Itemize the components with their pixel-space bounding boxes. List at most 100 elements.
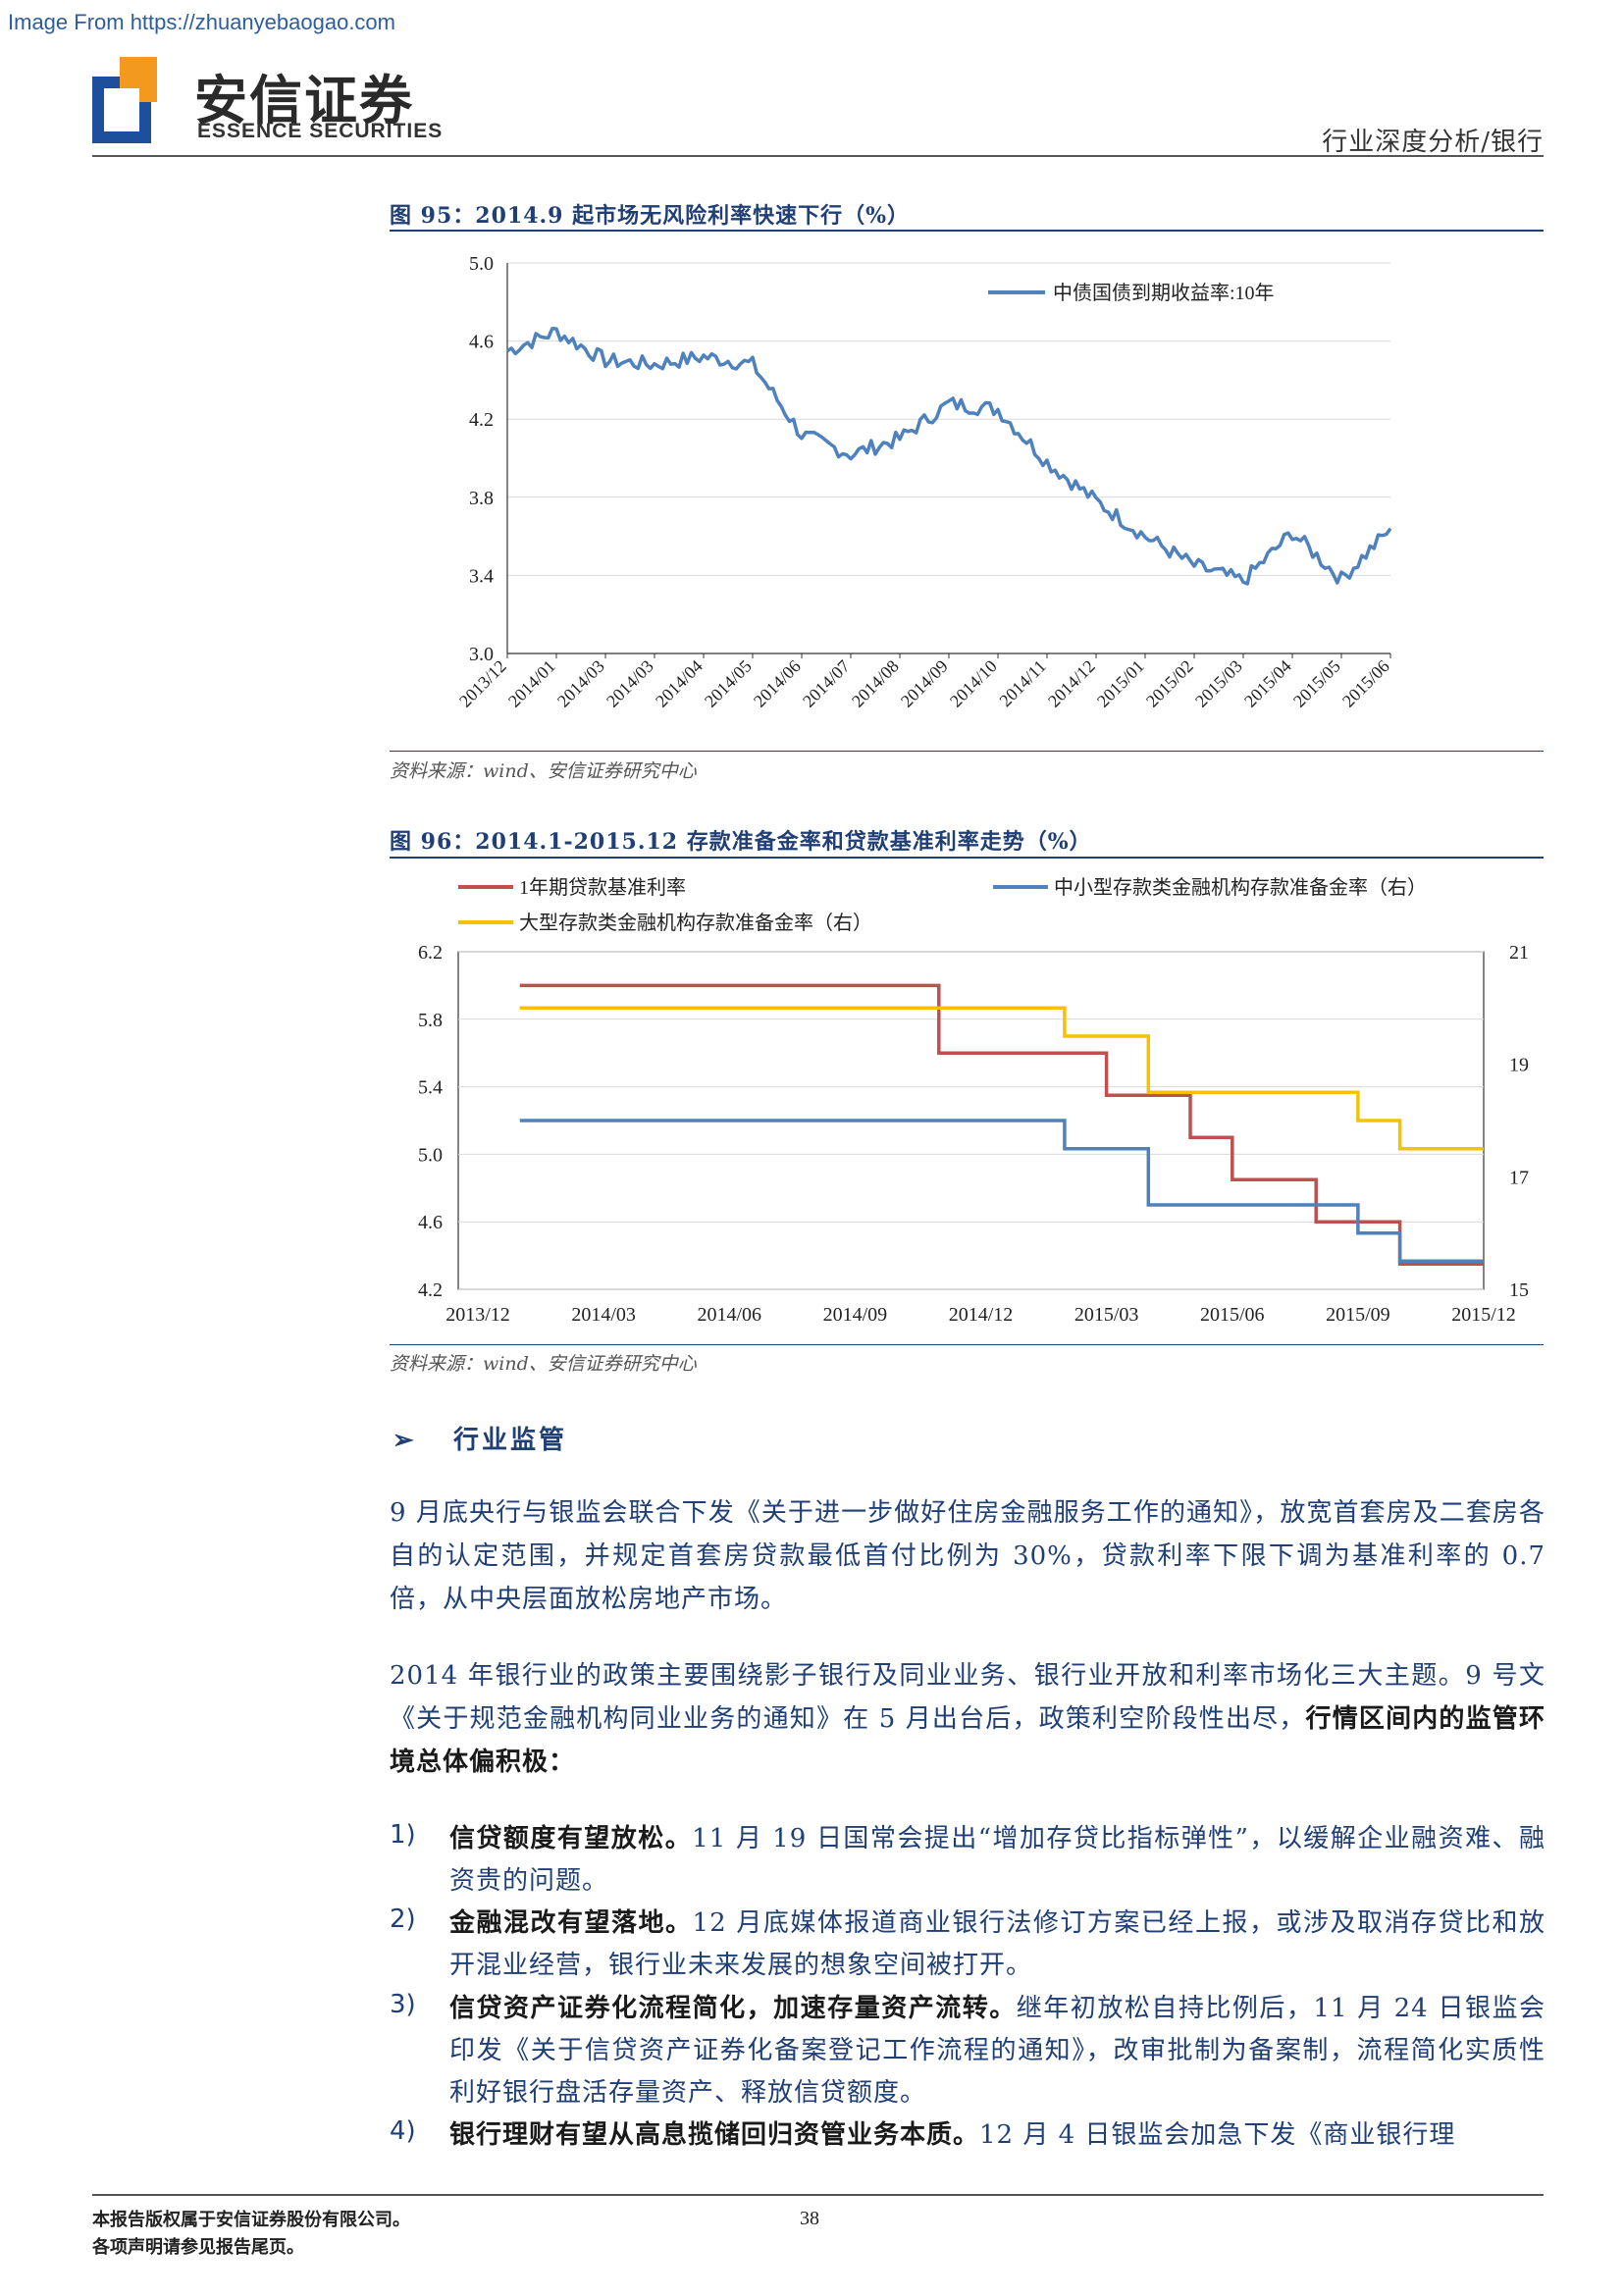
fig95-x-tick-label: 2014/07 [799,656,854,711]
list-item-1-bold: 信贷额度有望放松。 [449,1824,693,1853]
logo-cn-text: 安信证券 [194,70,414,131]
fig96-title-rule [390,857,1544,859]
fig96-x-tick-label: 2014/03 [571,1304,636,1326]
list-item-4-text: 12 月 4 日银监会加急下发《商业银行理 [979,2120,1456,2150]
fig95-legend-label: 中债国债到期收益率:10年 [1053,282,1275,304]
fig95-y-ticks: 5.0 4.6 4.2 3.8 3.4 3.0 [469,253,494,665]
fig95-x-tick-label: 2014/08 [848,656,903,711]
fig95-x-tick-label: 2015/01 [1093,656,1148,711]
fig96-x-tick-label: 2014/12 [949,1304,1014,1326]
fig96-series-line-3 [519,1006,1484,1151]
fig96-source: 资料来源：wind、安信证券研究中心 [390,1353,697,1375]
list-item-2: 金融混改有望落地。12 月底媒体报道商业银行法修订方案已经上报，或涉及取消存贷比… [449,1903,1545,1987]
fig96-y-left-tick-label: 4.2 [418,1279,443,1301]
fig95-bottom-rule [390,751,1544,752]
fig96-legend-label-1: 1年期贷款基准利率 [519,876,686,899]
list-item-3-num: 3) [390,1990,416,2019]
list-item-3-bold: 信贷资产证券化流程简化，加速存量资产流转。 [449,1994,1017,2023]
fig95-x-tick-label: 2014/06 [750,656,805,711]
fig96-y-right-tick-label: 17 [1509,1167,1529,1188]
footer-divider [92,2194,1544,2196]
section-heading: ➢ 行业监管 [393,1420,567,1456]
fig96-x-ticks: 2013/12 2014/03 2014/06 2014/09 2014/12 2015/… [445,1304,1516,1326]
fig95-x-tick-label: 2014/03 [553,656,608,711]
list-item-2-text: 12 月底媒体报道商业银行法修订方案已经上报，或涉及取消存贷比和放开混业经营，银… [449,1908,1545,1980]
watermark-url[interactable]: Image From https://zhuanyebaogao.com [8,10,395,34]
fig96-series [519,983,1484,1266]
fig95-y-tick-label: 3.8 [469,488,494,509]
paragraph-2-text: 2014 年银行业的政策主要围绕影子银行及同业业务、银行业开放和利率市场化三大主… [390,1661,1545,1734]
fig96-legend: 1年期贷款基准利率 中小型存款类金融机构存款准备金率（右） 大型存款类金融机构存款准… [458,876,1427,934]
fig95-legend: 中债国债到期收益率:10年 [988,282,1275,304]
report-category: 行业深度分析/银行 [1322,128,1544,157]
list-item-3-text: 继年初放松自持比例后，11 月 24 日银监会印发《关于信贷资产证券化备案登记工… [449,1994,1545,2108]
fig96-title: 图 96：2014.1-2015.12 存款准备金率和贷款基准利率走势（%） [390,829,1092,855]
fig95-x-tick-label: 2014/10 [946,656,1001,711]
list-item-1-num: 1) [390,1820,416,1850]
essence-logo-icon [92,57,157,143]
fig96-y-left-ticks: 6.2 5.8 5.4 5.0 4.6 4.2 [418,942,443,1301]
fig95-y-tick-label: 4.6 [469,332,494,353]
fig96-y-right-ticks: 21 19 17 15 [1509,942,1529,1301]
footer-disclaimer: 各项声明请参见报告尾页。 [92,2237,304,2258]
fig96-y-right-tick-label: 19 [1509,1055,1529,1076]
header-divider [92,155,1544,157]
fig96-y-right-tick-label: 21 [1509,942,1529,964]
fig96-y-left-tick-label: 5.8 [418,1010,443,1031]
fig96-series-line-2 [519,1119,1484,1264]
list-item-3: 信贷资产证券化流程简化，加速存量资产流转。继年初放松自持比例后，11 月 24 … [449,1988,1545,2114]
fig95-x-tick-label: 2015/05 [1289,656,1344,711]
fig96-legend-label-3: 大型存款类金融机构存款准备金率（右） [519,912,872,934]
fig96-legend-label-2: 中小型存款类金融机构存款准备金率（右） [1054,876,1427,899]
fig96-bottom-rule [390,1344,1544,1345]
fig95-x-tick-label: 2014/01 [504,656,559,711]
page-number: 38 [800,2208,819,2229]
footer-copyright: 本报告版权属于安信证券股份有限公司。 [92,2210,410,2230]
fig96-series-line-1 [519,983,1484,1266]
fig95-y-tick-label: 3.0 [469,644,494,665]
fig96-chart: 1年期贷款基准利率 中小型存款类金融机构存款准备金率（右） 大型存款类金融机构存款准… [418,876,1529,1326]
list-item-4-bold: 银行理财有望从高息揽储回归资管业务本质。 [449,2120,980,2150]
section-heading-text: 行业监管 [453,1426,568,1455]
fig96-x-tick-label: 2014/09 [823,1304,888,1326]
fig95-series-line [506,327,1392,586]
fig95-x-tick-label: 2015/02 [1142,656,1197,711]
fig96-x-tick-label: 2015/09 [1326,1304,1390,1326]
fig96-y-left-tick-label: 5.4 [418,1077,443,1099]
fig95-x-tick-label: 2015/04 [1240,656,1295,711]
fig95-y-tick-label: 5.0 [469,253,494,275]
fig95-x-tick-label: 2014/05 [701,656,756,711]
fig96-x-tick-label: 2015/03 [1074,1304,1139,1326]
list-item-2-num: 2) [390,1905,416,1934]
fig95-y-tick-label: 3.4 [469,565,494,587]
fig95-x-tick-label: 2014/03 [602,656,657,711]
fig95-x-tick-label: 2014/04 [652,656,707,711]
arrow-bullet-icon: ➢ [393,1426,414,1455]
fig95-source: 资料来源：wind、安信证券研究中心 [390,760,697,782]
fig95-x-tick-label: 2015/03 [1191,656,1246,711]
fig95-x-ticks: 2013/122014/012014/032014/032014/042014/… [455,653,1393,711]
fig96-y-left-tick-label: 4.6 [418,1212,443,1233]
fig96-x-tick-label: 2013/12 [445,1304,510,1326]
fig96-x-tick-label: 2014/06 [697,1304,761,1326]
fig95-x-tick-label: 2014/11 [995,656,1049,710]
fig96-x-tick-label: 2015/06 [1200,1304,1265,1326]
list-item-2-bold: 金融混改有望落地。 [449,1908,693,1938]
fig95-title: 图 95：2014.9 起市场无风险利率快速下行（%） [390,203,911,229]
paragraph-1: 9 月底央行与银监会联合下发《关于进一步做好住房金融服务工作的通知》，放宽首套房… [390,1498,1545,1614]
fig95-y-tick-label: 4.2 [469,409,494,431]
list-item-4-num: 4) [390,2116,416,2146]
list-item-1: 信贷额度有望放松。11 月 19 日国常会提出“增加存贷比指标弹性”，以缓解企业… [449,1818,1545,1903]
fig95-title-rule [390,230,1544,232]
paragraph-2-bold: 行情区间内的监管环境总体偏积极： [390,1704,1545,1777]
fig95-gridlines [506,262,1390,654]
fig96-y-right-tick-label: 15 [1509,1279,1529,1301]
fig95-x-tick-label: 2014/12 [1044,656,1099,711]
paragraph-2: 2014 年银行业的政策主要围绕影子银行及同业业务、银行业开放和利率市场化三大主… [390,1654,1545,1784]
list-item-4: 银行理财有望从高息揽储回归资管业务本质。12 月 4 日银监会加急下发《商业银行… [449,2114,1545,2157]
fig96-y-left-tick-label: 6.2 [418,942,443,964]
fig96-gridlines [457,951,1485,1290]
fig96-x-tick-label: 2015/12 [1451,1304,1516,1326]
fig95-chart: 5.0 4.6 4.2 3.8 3.4 3.0 2013/122014/012014/03… [455,253,1393,711]
fig95-x-tick-label: 2015/06 [1338,656,1393,711]
